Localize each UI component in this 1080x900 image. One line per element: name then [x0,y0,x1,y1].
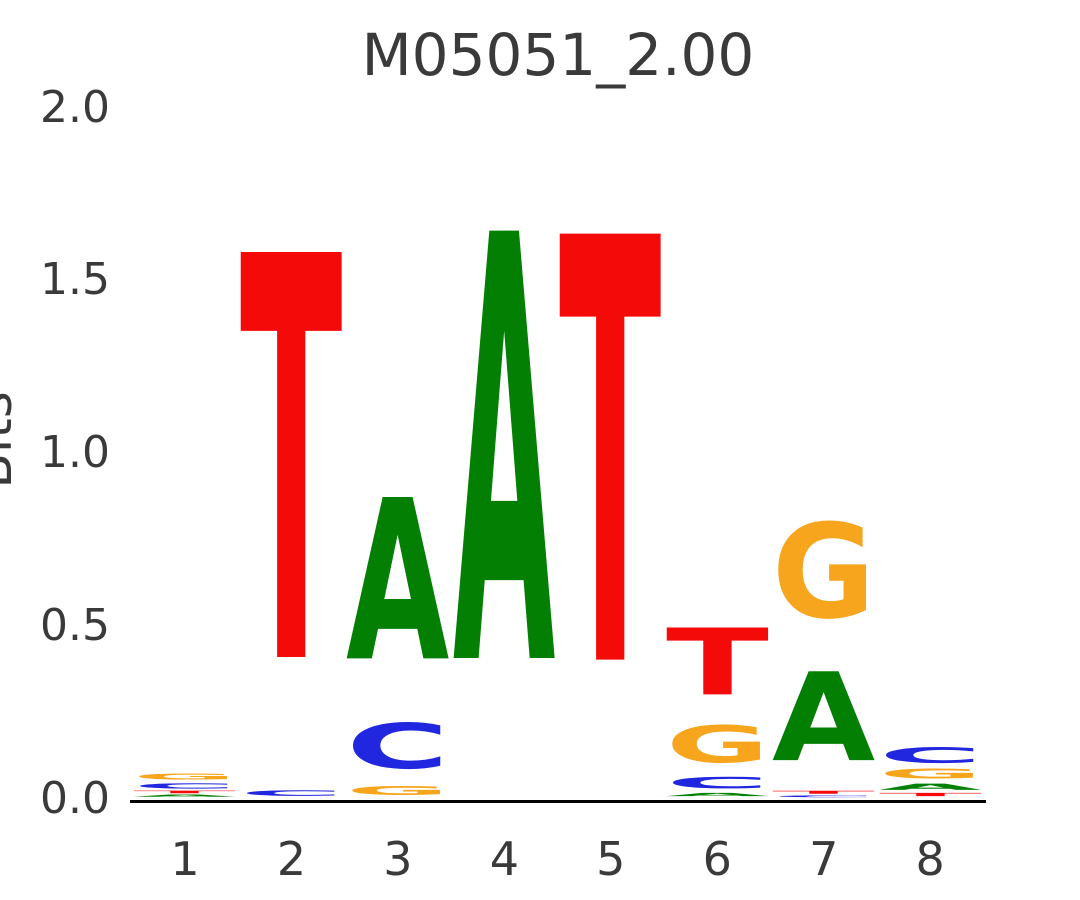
svg-text:T: T [879,792,982,797]
logo-letter-T-pos5: T [559,117,662,798]
logo-letter-C-pos1: C [133,782,236,790]
y-tick-label-1.5: 1.5 [40,254,110,306]
logo-letter-G-pos3: G [346,784,449,798]
svg-text:T: T [666,609,769,715]
y-tick-label-0.0: 0.0 [40,772,110,824]
logo-letter-T-pos1: T [133,790,236,794]
svg-text:G: G [346,784,449,798]
logo-letter-T-pos7: T [772,790,875,795]
logo-letter-C-pos8: C [879,743,982,768]
svg-text:C: C [133,782,236,790]
svg-text:G: G [772,497,875,648]
svg-text:G: G [879,767,982,782]
svg-text:C: C [772,795,875,798]
svg-text:C: C [240,789,343,798]
logo-letter-A-pos8: A [879,782,982,792]
svg-text:A: A [772,648,875,790]
x-tick-label-5: 5 [596,832,626,886]
svg-text:T: T [559,117,662,798]
logo-letter-G-pos1: G [133,772,236,782]
x-tick-label-8: 8 [915,832,945,886]
svg-text:C: C [666,774,769,792]
logo-letter-A-pos3: A [346,453,449,711]
x-tick-label-7: 7 [809,832,839,886]
logo-letter-G-pos6: G [666,716,769,775]
x-tick-label-3: 3 [383,832,413,886]
logo-letter-C-pos6: C [666,774,769,792]
svg-text:C: C [346,711,449,784]
svg-text:A: A [453,116,556,798]
y-tick-label-0.5: 0.5 [40,599,110,651]
svg-text:G: G [666,716,769,775]
svg-text:C: C [879,743,982,768]
x-tick-label-2: 2 [276,832,307,886]
logo-letter-G-pos8: G [879,767,982,782]
logo-letter-C-pos7: C [772,795,875,798]
svg-text:A: A [666,792,769,797]
logo-letter-T-pos8: T [879,792,982,797]
svg-text:A: A [346,453,449,711]
y-tick-label-1.0: 1.0 [40,427,110,478]
y-tick-label-2.0: 2.0 [40,81,110,133]
x-tick-label-4: 4 [489,832,519,886]
svg-text:A: A [879,782,982,792]
logo-letter-G-pos7: G [772,496,875,648]
logo-letter-T-pos2: T [240,141,343,789]
logo-letter-A-pos4: A [453,115,556,798]
logo-letter-C-pos2: C [240,789,343,798]
logo-letter-A-pos1: A [133,794,236,797]
svg-text:T: T [133,790,236,794]
logo-letter-A-pos7: A [772,648,875,790]
svg-text:A: A [133,794,235,797]
logo-letter-A-pos6: A [666,792,769,797]
x-axis-line [130,800,986,803]
chart-title: M05051_2.00 [361,21,755,89]
x-tick-label-6: 6 [702,832,732,886]
svg-text:T: T [772,790,875,795]
x-tick-label-1: 1 [170,832,200,886]
svg-text:G: G [133,772,236,782]
svg-text:T: T [240,141,343,788]
logo-letter-T-pos6: T [666,609,769,715]
logo-letter-C-pos3: C [346,711,449,784]
